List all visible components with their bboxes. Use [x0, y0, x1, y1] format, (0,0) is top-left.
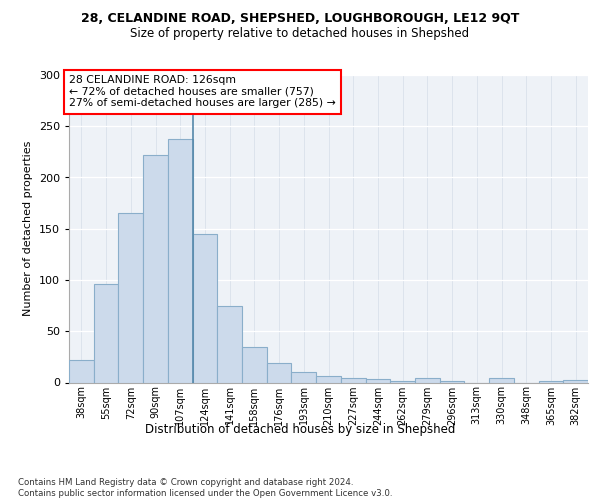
Text: 28, CELANDINE ROAD, SHEPSHED, LOUGHBOROUGH, LE12 9QT: 28, CELANDINE ROAD, SHEPSHED, LOUGHBOROU…	[81, 12, 519, 26]
Bar	[193, 234, 217, 382]
Bar	[217, 306, 242, 382]
Text: 28 CELANDINE ROAD: 126sqm
← 72% of detached houses are smaller (757)
27% of semi: 28 CELANDINE ROAD: 126sqm ← 72% of detac…	[69, 75, 336, 108]
Y-axis label: Number of detached properties: Number of detached properties	[23, 141, 33, 316]
Bar	[168, 138, 193, 382]
Bar	[341, 378, 365, 382]
Bar	[563, 380, 588, 382]
Bar	[267, 363, 292, 382]
Text: Size of property relative to detached houses in Shepshed: Size of property relative to detached ho…	[130, 28, 470, 40]
Bar	[415, 378, 440, 382]
Bar	[94, 284, 118, 382]
Bar	[69, 360, 94, 382]
Text: Contains HM Land Registry data © Crown copyright and database right 2024.
Contai: Contains HM Land Registry data © Crown c…	[18, 478, 392, 498]
Bar	[365, 380, 390, 382]
Bar	[242, 346, 267, 382]
Bar	[292, 372, 316, 382]
Bar	[118, 214, 143, 382]
Text: Distribution of detached houses by size in Shepshed: Distribution of detached houses by size …	[145, 422, 455, 436]
Bar	[489, 378, 514, 382]
Bar	[143, 155, 168, 382]
Bar	[316, 376, 341, 382]
